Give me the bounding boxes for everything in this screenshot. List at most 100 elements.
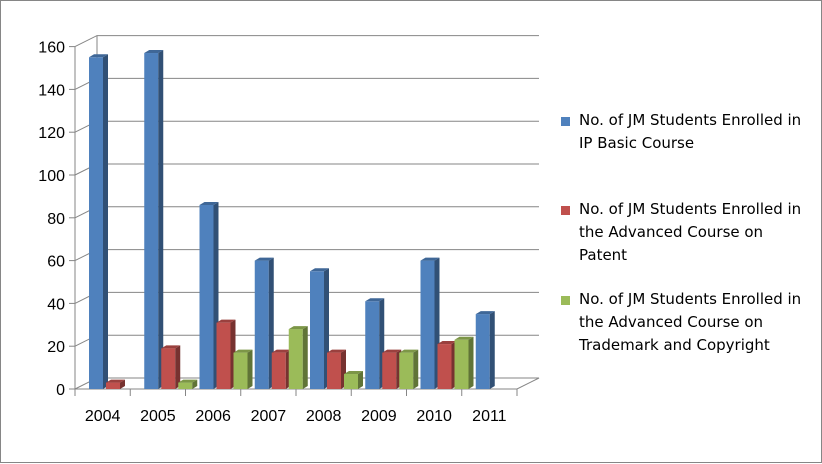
bar-side-2006-2 [247,349,253,389]
bar-front-2009-2 [399,352,414,389]
bar-front-2009-0 [365,301,380,389]
bar-front-2008-2 [344,374,358,389]
legend-label-trademark: No. of JM Students Enrolled in the Advan… [579,290,802,354]
legend-swatch-patent [561,206,570,215]
legend-label-ip-basic: No. of JM Students Enrolled in IP Basic … [579,111,802,152]
bar-front-2006-0 [199,204,214,389]
bar-front-2007-0 [254,260,269,389]
bar-side-2008-2 [358,371,363,389]
bar-side-2011-0 [489,311,495,389]
bar-top-2006-2 [233,349,253,353]
bar-front-2009-1 [382,352,397,389]
bar-front-2011-0 [475,314,490,389]
bar-2007-series-2 [288,326,308,389]
bar-front-2007-1 [271,352,286,389]
bar-side-2007-2 [302,326,308,389]
bar-2004-series-1 [106,379,125,389]
bar-top-2010-0 [420,257,440,261]
bar-2008-series-1 [327,349,346,389]
bar-top-2005-0 [144,50,164,54]
bar-2007-series-1 [271,349,291,389]
bar-top-2007-2 [288,326,308,330]
bar-2005-series-1 [161,345,181,389]
bar-side-2010-2 [468,336,474,389]
legend-swatch-ip-basic [561,117,570,126]
bar-2009-series-2 [399,349,419,389]
bar-side-2005-1 [175,345,181,389]
bar-top-2010-2 [454,336,474,340]
bar-2010-series-1 [437,341,457,389]
y-tick-label-0: 0 [56,382,65,399]
x-tick-label-2005: 2005 [140,408,176,425]
bar-top-2008-0 [310,268,329,272]
bar-top-2009-0 [365,298,385,302]
bar-top-2008-1 [327,349,346,353]
y-tick-label-120: 120 [38,125,65,142]
bar-2008-series-0 [310,268,329,389]
y-tick-label-140: 140 [38,82,65,99]
bar-2009-series-0 [365,298,385,389]
bar-side-2009-2 [413,349,419,389]
bar-top-2006-0 [199,201,219,205]
bar-2005-series-0 [144,50,164,390]
bar-top-2007-1 [271,349,291,353]
x-tick-label-2010: 2010 [416,408,452,425]
bar-2011-series-0 [475,311,495,389]
y-tick-label-40: 40 [47,296,65,313]
x-tick-label-2006: 2006 [195,408,231,425]
bar-side-2005-0 [158,50,164,390]
bar-front-2007-2 [288,329,303,389]
y-tick-label-100: 100 [38,168,65,185]
bar-top-2005-2 [178,379,198,383]
bar-front-2006-2 [233,352,248,389]
y-tick-label-20: 20 [47,339,65,356]
bar-top-2005-1 [161,345,181,349]
bar-2008-series-2 [344,371,363,389]
bar-front-2005-0 [144,53,159,390]
bar-2005-series-2 [178,379,198,389]
legend-swatch-trademark [561,296,570,305]
x-tick-label-2004: 2004 [85,408,121,425]
bar-2010-series-0 [420,257,440,389]
bar-top-2010-1 [437,341,457,345]
bar-2006-series-1 [216,319,236,389]
legend-label-patent: No. of JM Students Enrolled in the Advan… [579,200,802,264]
bar-front-2008-0 [310,271,324,389]
bar-2007-series-0 [254,257,274,389]
x-tick-label-2007: 2007 [251,408,287,425]
bar-front-2010-2 [454,339,469,389]
bars [89,50,495,390]
bar-2010-series-2 [454,336,474,389]
bar-top-2007-0 [254,257,274,261]
bar-side-2004-0 [103,54,108,390]
bar-2004-series-0 [89,54,108,390]
gridline-160 [74,35,539,48]
y-axis-ticks: 0 20 40 60 80 100 120 140 160 [38,40,75,399]
bar-front-2005-2 [178,382,193,389]
bar-2006-series-0 [199,201,219,389]
bar-front-2006-1 [216,322,231,389]
x-tick-label-2008: 2008 [306,408,342,425]
y-tick-label-160: 160 [38,40,65,57]
y-tick-label-60: 60 [47,254,65,271]
bar-front-2005-1 [161,348,176,389]
x-tick-label-2011: 2011 [472,408,507,425]
bar-top-2009-1 [382,349,402,353]
bar-front-2010-1 [437,344,452,389]
bar-top-2009-2 [399,349,419,353]
bar-top-2011-0 [475,311,495,315]
bar-side-2005-2 [192,379,198,389]
bar-front-2004-1 [106,382,120,389]
x-tick-label-2009: 2009 [361,408,397,425]
bar-top-2004-0 [89,54,108,58]
bar-front-2004-0 [89,57,103,390]
bar-front-2008-1 [327,352,341,389]
bar-side-2004-1 [120,379,125,389]
x-axis-ticks: 2004 2005 2006 2007 2008 2009 2010 2011 [74,389,518,425]
bar-top-2004-1 [106,379,125,383]
bar-2006-series-2 [233,349,253,389]
bar-front-2010-0 [420,260,435,389]
y-tick-label-80: 80 [47,211,65,228]
